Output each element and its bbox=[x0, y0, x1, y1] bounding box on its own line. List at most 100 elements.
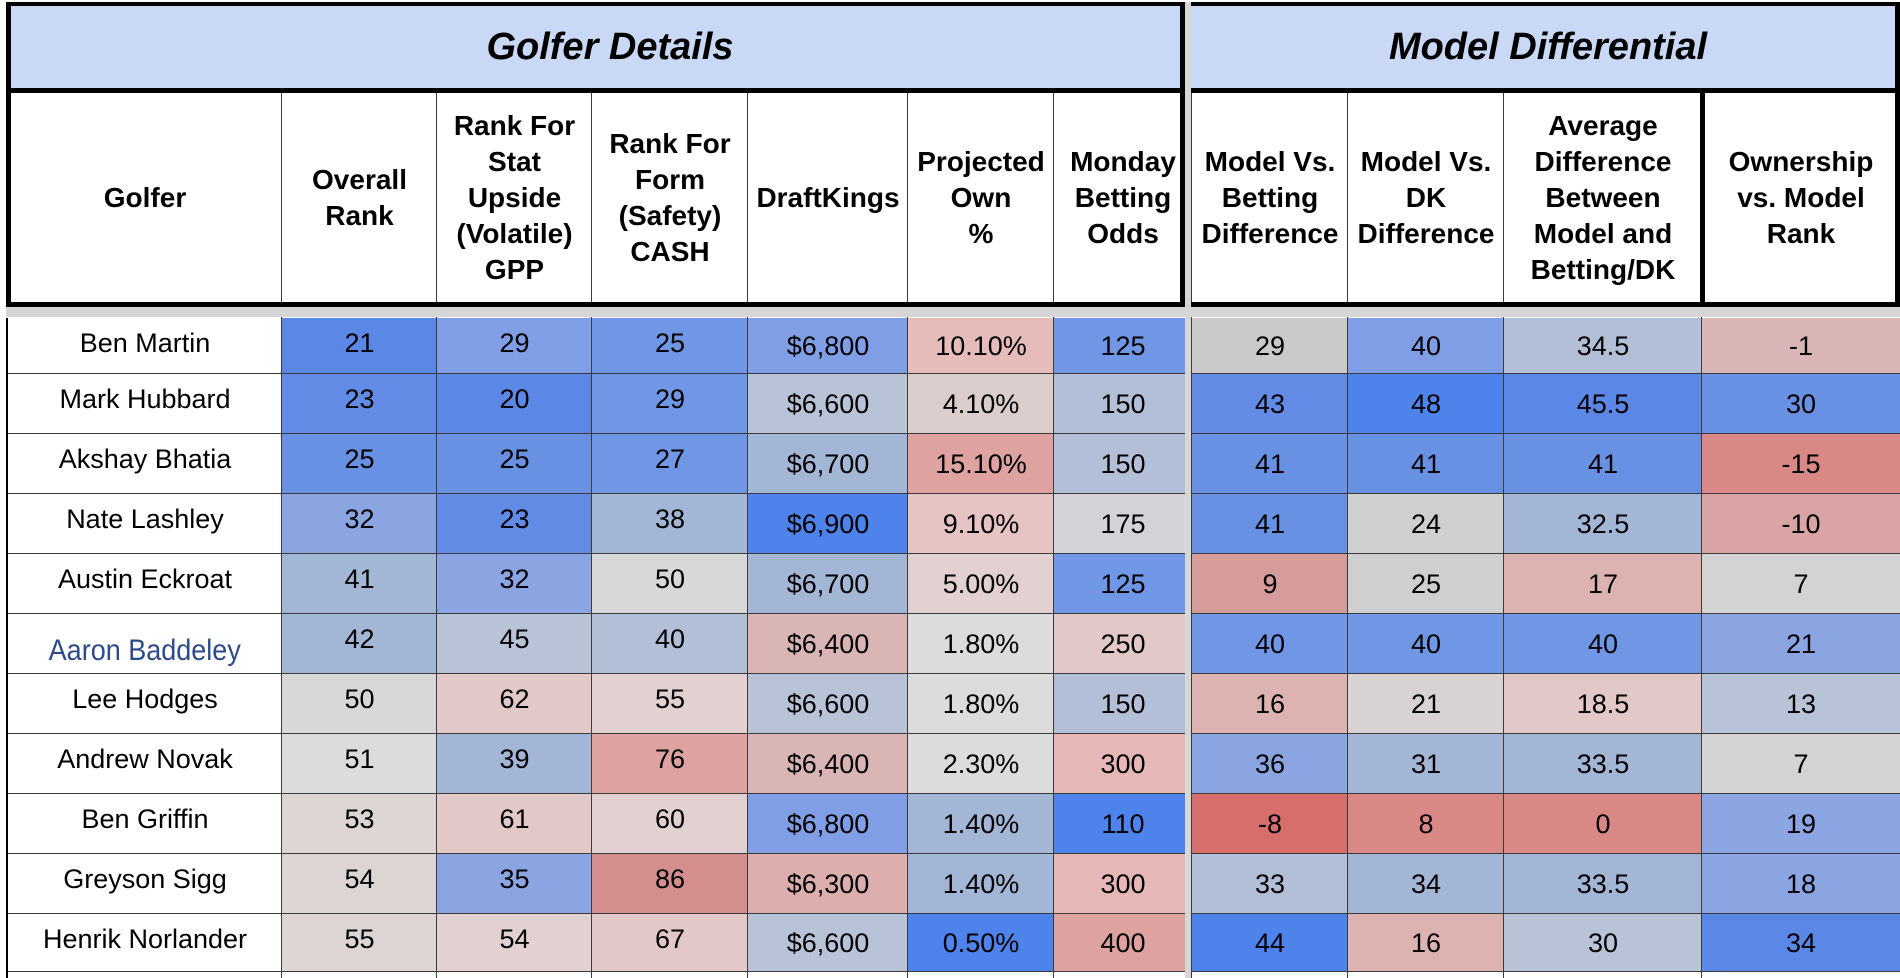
cell-golfer[interactable]: Ben Griffin bbox=[8, 794, 282, 854]
column-divider bbox=[1347, 92, 1348, 978]
section-title-golfer-details: Golfer Details bbox=[8, 4, 1212, 90]
cell-golfer[interactable]: Greyson Sigg bbox=[8, 854, 282, 914]
cell-draftkings: $6,800 bbox=[748, 794, 908, 854]
cell-rank_stat: 62 bbox=[437, 674, 592, 734]
border-right-edge bbox=[1895, 2, 1900, 307]
row-divider bbox=[8, 971, 1900, 972]
cell-rank_stat: 54 bbox=[437, 914, 592, 972]
cell-avg_diff: 30 bbox=[1504, 914, 1702, 972]
row-divider bbox=[8, 853, 1900, 854]
cell-rank_stat: 61 bbox=[437, 794, 592, 854]
cell-proj_own: 2.30% bbox=[908, 734, 1054, 794]
column-divider bbox=[907, 92, 908, 978]
cell-rank_stat: 35 bbox=[437, 854, 592, 914]
cell-model_vs_betting: 41 bbox=[1192, 434, 1348, 494]
cell-avg_diff: 33.5 bbox=[1504, 734, 1702, 794]
cell-golfer[interactable]: Akshay Bhatia bbox=[8, 434, 282, 494]
cell-golfer[interactable]: Lee Hodges bbox=[8, 674, 282, 734]
cell-golfer[interactable]: Mark Hubbard bbox=[8, 374, 282, 434]
cell-overall_rank: 23 bbox=[282, 374, 437, 434]
border-title-bottom bbox=[6, 88, 1900, 93]
column-header-golfer[interactable]: Golfer bbox=[8, 92, 282, 304]
cell-model_vs_betting: 40 bbox=[1192, 614, 1348, 674]
cell-draftkings: $6,400 bbox=[748, 734, 908, 794]
cell-rank_form: 40 bbox=[592, 614, 748, 674]
cell-draftkings: $6,600 bbox=[748, 374, 908, 434]
column-header-own_vs_model[interactable]: Ownership vs. Model Rank bbox=[1702, 92, 1900, 304]
column-divider bbox=[1503, 92, 1504, 978]
cell-model_vs_dk: 41 bbox=[1348, 434, 1504, 494]
column-header-model_vs_dk[interactable]: Model Vs. DK Difference bbox=[1348, 92, 1504, 304]
cell-golfer[interactable]: Austin Eckroat bbox=[8, 554, 282, 614]
cell-proj_own: 10.10% bbox=[908, 318, 1054, 374]
cell-model_vs_betting: 33 bbox=[1192, 854, 1348, 914]
cell-golfer[interactable]: Henrik Norlander bbox=[8, 914, 282, 972]
cell-golfer[interactable]: Aaron Baddeley bbox=[8, 614, 282, 674]
cell-monday_odds: 300 bbox=[1054, 734, 1192, 794]
row-divider bbox=[8, 913, 1900, 914]
column-divider bbox=[436, 92, 437, 978]
section-title-model-differential: Model Differential bbox=[1196, 4, 1900, 90]
column-divider bbox=[591, 92, 592, 978]
cell-monday_odds: 125 bbox=[1054, 554, 1192, 614]
cell-proj_own: 1.40% bbox=[908, 794, 1054, 854]
cell-model_vs_dk: 40 bbox=[1348, 318, 1504, 374]
cell-own_vs_model: 18 bbox=[1702, 854, 1900, 914]
cell-model_vs_dk: 25 bbox=[1348, 554, 1504, 614]
cell-proj_own: 5.00% bbox=[908, 554, 1054, 614]
cell-avg_diff: 17 bbox=[1504, 554, 1702, 614]
column-header-model_vs_betting[interactable]: Model Vs. Betting Difference bbox=[1192, 92, 1348, 304]
column-header-rank_form[interactable]: Rank For Form (Safety) CASH bbox=[592, 92, 748, 304]
column-header-overall_rank[interactable]: Overall Rank bbox=[282, 92, 437, 304]
cell-avg_diff: 41 bbox=[1504, 434, 1702, 494]
cell-own_vs_model: 7 bbox=[1702, 734, 1900, 794]
cell-golfer[interactable]: Andrew Novak bbox=[8, 734, 282, 794]
cell-monday_odds: 300 bbox=[1054, 854, 1192, 914]
cell-monday_odds: 150 bbox=[1054, 674, 1192, 734]
cell-rank_form: 27 bbox=[592, 434, 748, 494]
border-left-lower bbox=[6, 318, 8, 978]
cell-model_vs_dk: 21 bbox=[1348, 674, 1504, 734]
cell-proj_own: 9.10% bbox=[908, 494, 1054, 554]
column-header-draftkings[interactable]: DraftKings bbox=[748, 92, 908, 304]
cell-model_vs_betting: 41 bbox=[1192, 494, 1348, 554]
column-header-avg_diff[interactable]: Average Difference Between Model and Bet… bbox=[1504, 92, 1702, 304]
cell-proj_own: 15.10% bbox=[908, 434, 1054, 494]
cell-overall_rank: 51 bbox=[282, 734, 437, 794]
cell-golfer[interactable]: Nate Lashley bbox=[8, 494, 282, 554]
cell-rank_form: 86 bbox=[592, 854, 748, 914]
cell-rank_form: 67 bbox=[592, 914, 748, 972]
column-header-monday_odds[interactable]: Monday Betting Odds bbox=[1054, 92, 1192, 304]
cell-own_vs_model: 19 bbox=[1702, 794, 1900, 854]
row-divider bbox=[8, 553, 1900, 554]
cell-draftkings: $6,800 bbox=[748, 318, 908, 374]
cell-draftkings: $6,700 bbox=[748, 554, 908, 614]
cell-model_vs_dk: 16 bbox=[1348, 914, 1504, 972]
border-top bbox=[6, 2, 1900, 6]
row-divider bbox=[8, 613, 1900, 614]
row-divider bbox=[8, 493, 1900, 494]
cell-overall_rank: 21 bbox=[282, 318, 437, 374]
border-section-split bbox=[1180, 2, 1185, 307]
cell-monday_odds: 110 bbox=[1054, 794, 1192, 854]
border-left bbox=[6, 2, 11, 306]
cell-rank_form: 76 bbox=[592, 734, 748, 794]
cell-overall_rank: 53 bbox=[282, 794, 437, 854]
cell-overall_rank: 42 bbox=[282, 614, 437, 674]
cell-rank_stat: 23 bbox=[437, 494, 592, 554]
cell-avg_diff: 32.5 bbox=[1504, 494, 1702, 554]
cell-own_vs_model: -1 bbox=[1702, 318, 1900, 374]
cell-overall_rank: 54 bbox=[282, 854, 437, 914]
cell-model_vs_dk: 34 bbox=[1348, 854, 1504, 914]
column-header-rank_stat[interactable]: Rank For Stat Upside (Volatile) GPP bbox=[437, 92, 592, 304]
cell-model_vs_betting: 36 bbox=[1192, 734, 1348, 794]
cell-overall_rank: 25 bbox=[282, 434, 437, 494]
cell-rank_stat: 39 bbox=[437, 734, 592, 794]
cell-monday_odds: 150 bbox=[1054, 434, 1192, 494]
border-header-bottom bbox=[6, 302, 1900, 307]
row-divider bbox=[8, 673, 1900, 674]
cell-golfer[interactable]: Ben Martin bbox=[8, 318, 282, 374]
cell-rank_stat: 32 bbox=[437, 554, 592, 614]
cell-proj_own: 1.40% bbox=[908, 854, 1054, 914]
column-header-proj_own[interactable]: Projected Own % bbox=[908, 92, 1054, 304]
